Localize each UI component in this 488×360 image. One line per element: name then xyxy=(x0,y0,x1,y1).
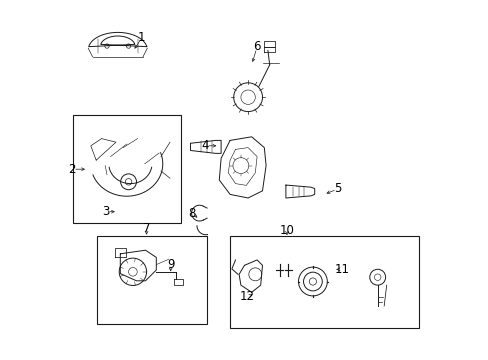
Text: 11: 11 xyxy=(333,263,348,276)
Text: 9: 9 xyxy=(166,258,174,271)
Text: 2: 2 xyxy=(68,163,75,176)
Text: 4: 4 xyxy=(201,139,208,152)
Text: 3: 3 xyxy=(102,205,109,218)
Text: 6: 6 xyxy=(253,40,260,53)
Text: 5: 5 xyxy=(334,183,341,195)
Text: 8: 8 xyxy=(188,207,196,220)
Text: 7: 7 xyxy=(142,222,150,235)
Text: 10: 10 xyxy=(279,224,294,237)
Text: 12: 12 xyxy=(239,291,254,303)
Bar xyxy=(73,115,181,223)
Text: 1: 1 xyxy=(138,31,145,44)
Bar xyxy=(230,236,418,328)
Bar xyxy=(97,236,206,324)
